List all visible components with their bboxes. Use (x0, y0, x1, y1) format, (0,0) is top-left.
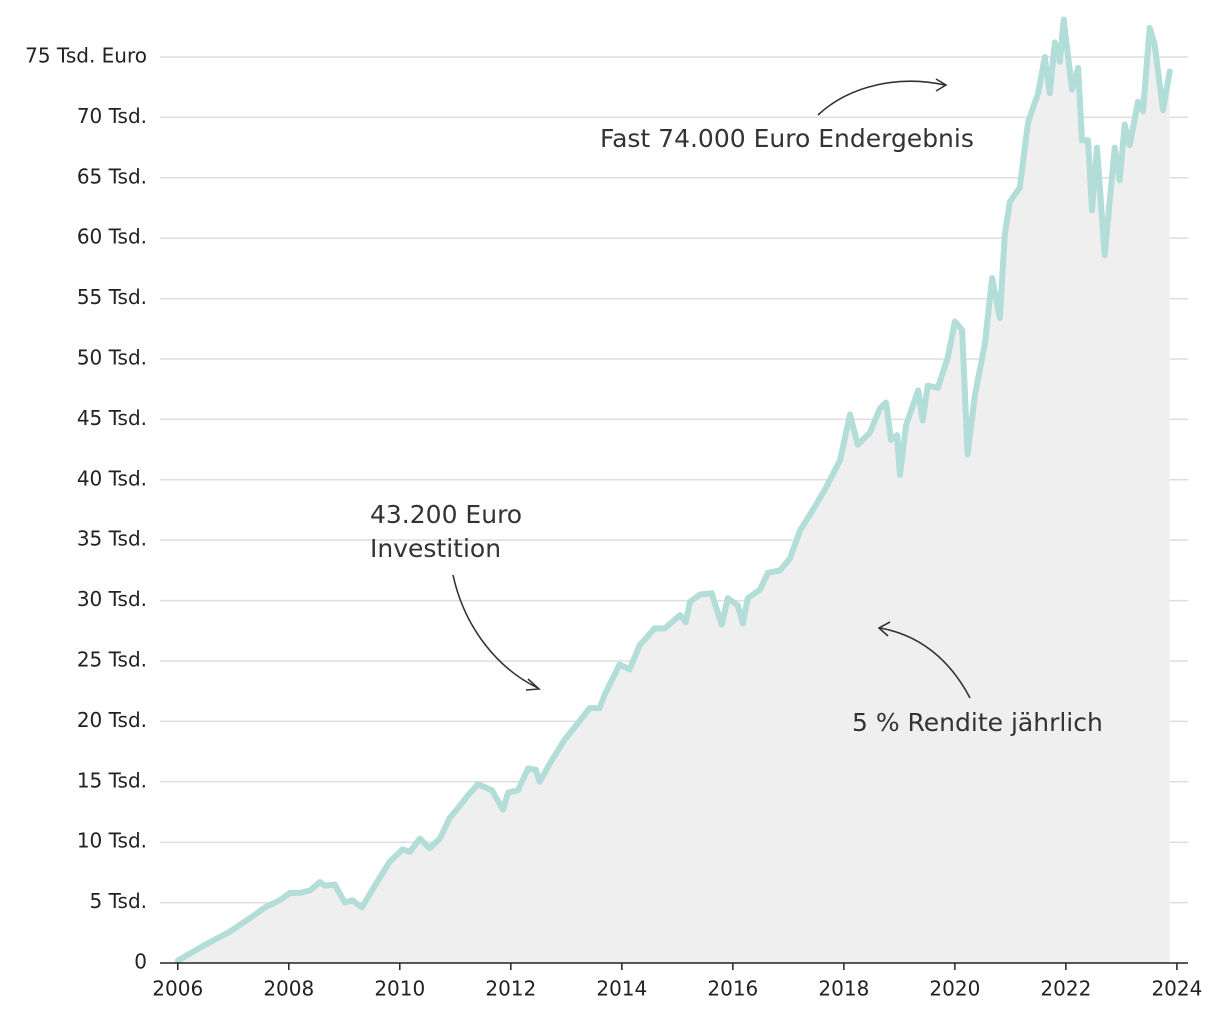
x-tick-label: 2010 (374, 977, 425, 1001)
y-tick-label: 25 Tsd. (77, 647, 147, 671)
x-tick-label: 2008 (263, 977, 314, 1001)
arrow (879, 627, 971, 699)
annotation: Fast 74.000 Euro Endergebnis (600, 124, 974, 153)
plot-area (174, 16, 1173, 964)
x-tick-label: 2020 (929, 977, 980, 1001)
y-tick-label: 20 Tsd. (77, 708, 147, 732)
annotation: 43.200 Euro (370, 500, 522, 529)
arrow-head (877, 621, 891, 637)
y-tick-label: 45 Tsd. (77, 406, 147, 430)
y-tick-label: 40 Tsd. (77, 466, 147, 490)
arrow (452, 574, 539, 689)
x-tick-label: 2014 (596, 977, 647, 1001)
x-tick-label: 2006 (152, 977, 203, 1001)
x-tick-label: 2016 (707, 977, 758, 1001)
y-tick-label: 35 Tsd. (77, 527, 147, 551)
x-tick-label: 2024 (1151, 977, 1202, 1001)
arrow-head (525, 678, 541, 691)
line (174, 16, 1173, 964)
y-tick-label: 70 Tsd. (77, 104, 147, 128)
area (177, 19, 1170, 963)
y-tick-label: 30 Tsd. (77, 587, 147, 611)
annotation: Investition (370, 534, 501, 563)
x-tick-label: 2022 (1040, 977, 1091, 1001)
y-tick-label: 0 (134, 950, 147, 974)
arrow (817, 80, 946, 116)
y-tick-label: 10 Tsd. (77, 829, 147, 853)
y-tick-label: 55 Tsd. (77, 285, 147, 309)
y-tick-label: 15 Tsd. (77, 768, 147, 792)
x-tick-label: 2012 (485, 977, 536, 1001)
y-tick-label: 65 Tsd. (77, 164, 147, 188)
y-tick-label: 75 Tsd. Euro (25, 43, 147, 67)
x-tick-label: 2018 (818, 977, 869, 1001)
arrow-head (935, 78, 948, 92)
y-tick-label: 60 Tsd. (77, 225, 147, 249)
y-tick-label: 50 Tsd. (77, 345, 147, 369)
annotation: 5 % Rendite jährlich (852, 708, 1103, 737)
y-tick-label: 5 Tsd. (90, 889, 147, 913)
